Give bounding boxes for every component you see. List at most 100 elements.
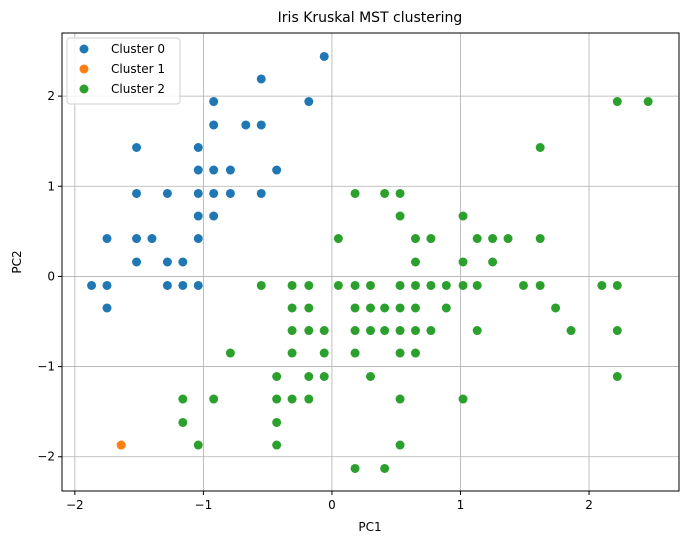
- data-point: [458, 280, 468, 290]
- series-cluster-1: [116, 440, 126, 450]
- data-point: [225, 165, 235, 175]
- data-point: [193, 440, 203, 450]
- data-point: [612, 326, 622, 336]
- data-point: [472, 280, 482, 290]
- data-point: [350, 348, 360, 358]
- data-point: [380, 188, 390, 198]
- legend-marker: [79, 64, 89, 74]
- data-point: [395, 394, 405, 404]
- y-axis-label: PC2: [10, 250, 24, 273]
- data-point: [410, 257, 420, 267]
- plot-frame: [61, 32, 680, 492]
- data-point: [304, 394, 314, 404]
- data-point: [441, 303, 451, 313]
- data-point: [209, 394, 219, 404]
- data-point: [132, 234, 142, 244]
- data-point: [350, 463, 360, 473]
- data-point: [87, 280, 97, 290]
- data-point: [319, 372, 329, 381]
- data-point: [366, 303, 375, 313]
- y-tick-label: −2: [37, 450, 55, 464]
- data-point: [395, 188, 405, 198]
- data-point: [193, 143, 203, 152]
- data-point: [612, 372, 622, 381]
- data-point: [518, 280, 528, 290]
- data-point: [535, 280, 545, 290]
- data-point: [256, 280, 266, 290]
- legend-box: [66, 37, 181, 105]
- legend-label: Cluster 0: [111, 42, 165, 56]
- data-point: [209, 97, 219, 107]
- data-point: [304, 372, 314, 381]
- x-tick-label: 1: [457, 498, 465, 512]
- data-point: [350, 188, 360, 198]
- data-point: [612, 280, 622, 290]
- data-point: [612, 97, 622, 107]
- data-point: [472, 326, 482, 336]
- data-point: [272, 440, 282, 450]
- data-point: [410, 280, 420, 290]
- data-point: [395, 211, 405, 221]
- data-point: [395, 303, 405, 313]
- data-point: [209, 188, 219, 198]
- axis-ticks: −2 −1 0 1 2 −2 −1 0 1 2: [37, 89, 593, 512]
- data-point: [410, 348, 420, 358]
- data-point: [597, 280, 607, 290]
- data-point: [426, 280, 436, 290]
- y-tick-label: 2: [47, 89, 55, 103]
- data-point: [272, 417, 282, 427]
- series-cluster-2: [178, 97, 653, 473]
- data-point: [458, 257, 468, 267]
- data-point: [488, 234, 498, 244]
- y-tick-label: −1: [37, 360, 55, 374]
- data-point: [225, 188, 235, 198]
- data-point: [410, 234, 420, 244]
- data-point: [193, 234, 203, 244]
- data-point: [287, 348, 297, 358]
- data-point: [566, 326, 576, 336]
- data-point: [319, 51, 329, 61]
- data-point: [366, 372, 375, 381]
- data-point: [272, 394, 282, 404]
- data-point: [193, 280, 203, 290]
- data-point: [304, 280, 314, 290]
- data-point: [441, 280, 451, 290]
- data-point: [116, 440, 126, 450]
- data-point: [147, 234, 157, 244]
- legend: Cluster 0 Cluster 1 Cluster 2: [66, 37, 181, 105]
- data-point: [193, 188, 203, 198]
- data-point: [350, 280, 360, 290]
- data-point: [256, 120, 266, 130]
- data-point: [380, 303, 390, 313]
- data-point: [225, 348, 235, 358]
- data-point: [209, 165, 219, 175]
- data-point: [380, 326, 390, 336]
- data-point: [287, 394, 297, 404]
- data-point: [162, 188, 172, 198]
- data-point: [458, 394, 468, 404]
- data-point: [551, 303, 561, 313]
- data-point: [380, 463, 390, 473]
- grid-lines: [62, 33, 679, 491]
- data-point: [410, 303, 420, 313]
- legend-label: Cluster 2: [111, 82, 165, 96]
- legend-label: Cluster 1: [111, 62, 165, 76]
- data-point: [287, 326, 297, 336]
- data-point: [162, 280, 172, 290]
- data-point: [350, 326, 360, 336]
- data-point: [350, 303, 360, 313]
- data-point: [395, 440, 405, 450]
- data-point: [178, 257, 188, 267]
- data-point: [256, 188, 266, 198]
- data-point: [643, 97, 653, 107]
- x-tick-label: 2: [585, 498, 593, 512]
- data-point: [132, 257, 142, 267]
- data-point: [395, 280, 405, 290]
- x-tick-label: 0: [328, 498, 336, 512]
- data-point: [304, 97, 314, 107]
- data-point: [503, 234, 513, 244]
- data-point: [193, 165, 203, 175]
- data-point: [193, 211, 203, 221]
- y-tick-label: 1: [47, 179, 55, 193]
